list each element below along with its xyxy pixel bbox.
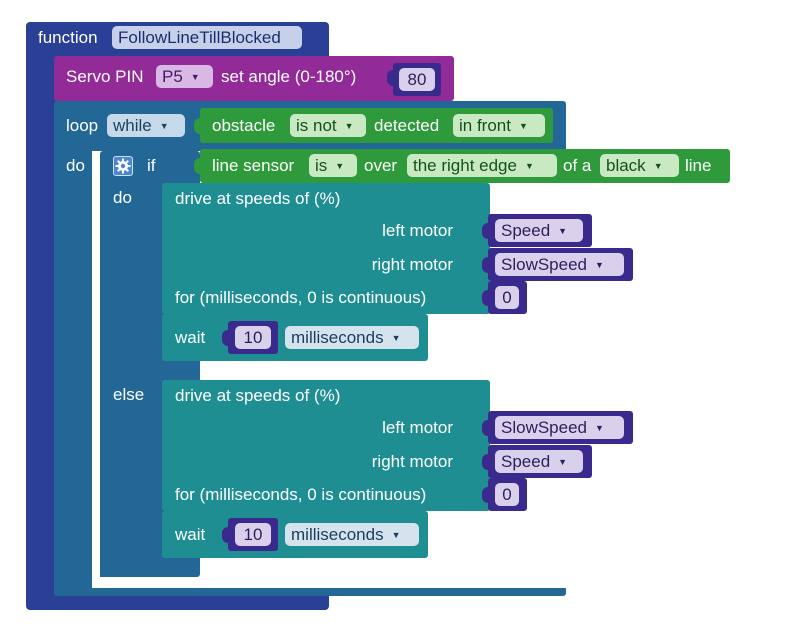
left-motor-label: left motor — [382, 418, 453, 437]
servo-label: Servo PIN — [66, 67, 144, 86]
left-motor-dropdown[interactable]: SlowSpeed ▼ — [495, 416, 624, 439]
line-end-label: line — [685, 156, 712, 175]
chevron-down-icon: ▼ — [558, 457, 568, 467]
gear-icon[interactable] — [113, 156, 133, 176]
servo-angle-label: set angle (0-180°) — [221, 67, 357, 86]
line-over-label: over — [364, 156, 398, 175]
obstacle-state-value: is not — [296, 116, 337, 135]
line-color-dropdown[interactable]: black ▼ — [600, 154, 679, 177]
right-motor-dropdown[interactable]: Speed ▼ — [495, 450, 583, 473]
wait-unit-dropdown[interactable]: milliseconds ▼ — [285, 523, 419, 546]
reporter-tab — [387, 70, 395, 86]
loop-do-label: do — [66, 156, 85, 175]
loop-mode-value: while — [113, 116, 152, 135]
drive-block-do[interactable] — [162, 183, 490, 314]
left-motor-value: SlowSpeed — [501, 418, 588, 437]
function-name-field[interactable]: FollowLineTillBlocked — [112, 26, 302, 49]
right-motor-label: right motor — [371, 255, 453, 274]
function-keyword: function — [38, 28, 98, 47]
servo-pin-value: P5 — [162, 67, 183, 86]
obstacle-direction-dropdown[interactable]: in front ▼ — [453, 114, 545, 137]
line-sensor-label: line sensor — [212, 156, 295, 175]
chevron-down-icon: ▼ — [595, 260, 604, 270]
right-motor-value: Speed — [501, 452, 551, 471]
chevron-down-icon: ▼ — [391, 530, 401, 540]
right-motor-label: right motor — [371, 452, 453, 471]
if-label: if — [147, 156, 156, 175]
if-do-label: do — [113, 188, 132, 207]
obstacle-direction-value: in front — [459, 116, 511, 135]
duration-input[interactable]: 0 — [495, 286, 519, 309]
obstacle-state-dropdown[interactable]: is not ▼ — [290, 114, 366, 137]
line-color-value: black — [606, 156, 646, 175]
chevron-down-icon: ▼ — [391, 333, 401, 343]
wait-value-input[interactable]: 10 — [235, 326, 271, 349]
chevron-down-icon: ▼ — [595, 423, 604, 433]
right-motor-value: SlowSpeed — [501, 255, 588, 274]
reporter-tab — [222, 527, 230, 543]
left-motor-label: left motor — [382, 221, 453, 240]
chevron-down-icon: ▼ — [524, 161, 534, 171]
reporter-tab — [482, 257, 490, 273]
wait-unit-value: milliseconds — [291, 525, 384, 544]
if-bottom-arm — [100, 569, 138, 577]
chevron-down-icon: ▼ — [159, 121, 169, 131]
drive-title: drive at speeds of (%) — [175, 189, 341, 208]
servo-pin-dropdown[interactable]: P5 ▼ — [156, 65, 213, 88]
drive-title: drive at speeds of (%) — [175, 386, 341, 405]
chevron-down-icon: ▼ — [558, 226, 568, 236]
reporter-tab — [222, 330, 230, 346]
line-state-value: is — [315, 156, 328, 175]
left-motor-dropdown[interactable]: Speed ▼ — [495, 219, 583, 242]
obstacle-detected-label: detected — [374, 116, 440, 135]
wait-label: wait — [175, 525, 206, 544]
servo-angle-input[interactable]: 80 — [399, 68, 435, 91]
loop-bottom-arm — [54, 588, 114, 596]
reporter-tab — [482, 454, 490, 470]
duration-input[interactable]: 0 — [495, 483, 519, 506]
reporter-tab — [482, 290, 490, 306]
left-motor-value: Speed — [501, 221, 551, 240]
line-state-dropdown[interactable]: is ▼ — [309, 154, 357, 177]
duration-label: for (milliseconds, 0 is continuous) — [175, 288, 427, 307]
drive-block-else[interactable] — [162, 380, 490, 511]
chevron-down-icon: ▼ — [344, 121, 354, 131]
reporter-tab — [482, 487, 490, 503]
line-edge-dropdown[interactable]: the right edge ▼ — [407, 154, 557, 177]
reporter-tab — [482, 223, 490, 239]
chevron-down-icon: ▼ — [190, 72, 200, 82]
reporter-tab — [194, 118, 202, 134]
chevron-down-icon: ▼ — [653, 161, 663, 171]
loop-label: loop — [66, 116, 99, 135]
reporter-tab — [194, 158, 202, 174]
chevron-down-icon: ▼ — [518, 121, 528, 131]
line-edge-value: the right edge — [413, 156, 517, 175]
wait-value-input[interactable]: 10 — [235, 523, 271, 546]
obstacle-label: obstacle — [212, 116, 276, 135]
wait-label: wait — [175, 328, 206, 347]
wait-unit-dropdown[interactable]: milliseconds ▼ — [285, 326, 419, 349]
wait-unit-value: milliseconds — [291, 328, 384, 347]
loop-mode-dropdown[interactable]: while ▼ — [107, 114, 185, 137]
chevron-down-icon: ▼ — [335, 161, 345, 171]
reporter-tab — [482, 420, 490, 436]
duration-label: for (milliseconds, 0 is continuous) — [175, 485, 427, 504]
right-motor-dropdown[interactable]: SlowSpeed ▼ — [495, 253, 624, 276]
else-label: else — [113, 385, 145, 404]
line-of-a-label: of a — [563, 156, 592, 175]
